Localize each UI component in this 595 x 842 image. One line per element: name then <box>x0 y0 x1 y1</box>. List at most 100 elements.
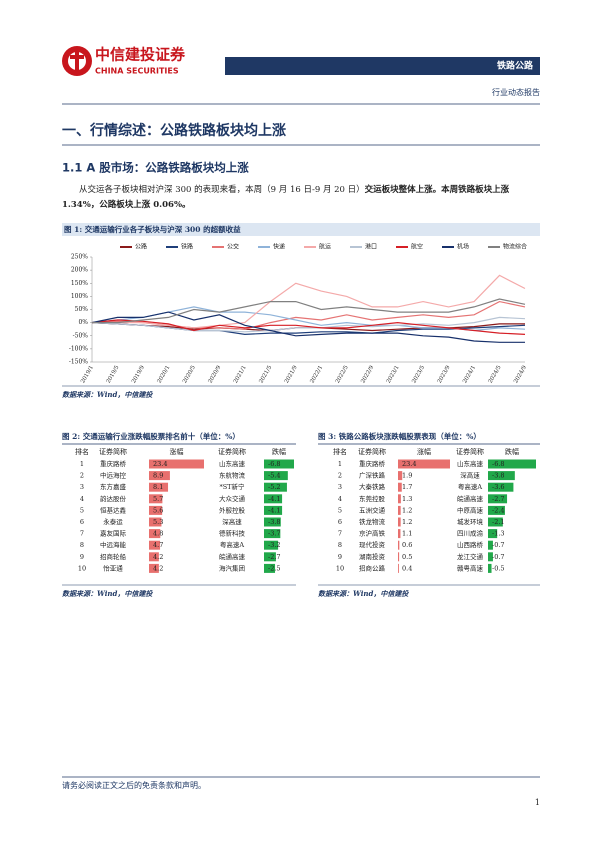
table-header: 证券简称 <box>358 447 386 456</box>
table-cell: -2.5 <box>268 564 281 572</box>
table-cell: 外服控股 <box>219 505 246 514</box>
table-cell: 重庆路桥 <box>359 459 386 468</box>
table-cell: 4 <box>338 495 342 503</box>
table-cell: 0.5 <box>402 553 412 561</box>
y-tick-label: 50% <box>75 306 89 313</box>
legend-label: 公交 <box>227 243 239 251</box>
data-bar <box>264 552 276 562</box>
paragraph-text: 交运板块整体上涨。本周铁路板块上涨 1.34%，公路板块上涨 0.06%。 <box>62 185 510 210</box>
table-cell: 1 <box>338 460 342 468</box>
x-tick-label: 2023/9 <box>437 364 452 384</box>
table-cell: 9 <box>338 553 342 561</box>
table-cell: 龙江交通 <box>457 552 484 561</box>
table-cell: 5 <box>80 506 84 514</box>
table-header: 证券简称 <box>99 447 127 456</box>
x-tick-label: 2019/9 <box>131 364 146 384</box>
table-cell: 山东高速 <box>457 459 484 468</box>
table-cell: 4.2 <box>153 564 163 572</box>
data-bar <box>264 517 281 527</box>
table-cell: 6 <box>80 518 84 526</box>
sector: 铁路公路 <box>497 60 534 72</box>
y-tick-label: 100% <box>71 293 88 300</box>
table-cell: 7 <box>338 530 342 538</box>
table-cell: 2 <box>80 472 84 480</box>
table-cell: 湖南投资 <box>359 552 386 561</box>
y-tick-label: -150% <box>69 359 88 366</box>
data-bar <box>398 517 401 527</box>
table-cell: 广深铁路 <box>359 471 386 480</box>
x-tick-label: 2019/5 <box>106 364 121 384</box>
table-cell: 6 <box>338 518 342 526</box>
table-header: 跌幅 <box>505 447 519 456</box>
series-line <box>91 319 526 335</box>
table-cell: -4.1 <box>268 506 281 514</box>
x-tick-label: 2020/5 <box>182 364 197 384</box>
table-cell: 皖通高速 <box>457 494 484 503</box>
data-bar <box>149 529 161 539</box>
table-cell: 8 <box>80 541 84 549</box>
y-tick-label: -50% <box>73 332 89 339</box>
table-cell: 现代投资 <box>359 540 386 549</box>
table-cell: -2.7 <box>268 553 281 561</box>
data-bar <box>398 552 400 562</box>
logo <box>62 46 92 76</box>
table-cell: 招商公路 <box>359 563 386 572</box>
x-tick-label: 2022/1 <box>309 365 324 385</box>
table-cell: 中远海能 <box>100 540 127 549</box>
table-cell: 5 <box>338 506 342 514</box>
table-cell: 8.9 <box>153 472 163 480</box>
logo-cn: 中信建投证券 <box>95 46 186 64</box>
data-bar <box>149 482 169 492</box>
source: 数据来源：Wind，中信建投 <box>318 589 409 598</box>
table-cell: 1.3 <box>402 495 412 503</box>
legend-label: 铁路 <box>181 243 193 251</box>
table-cell: 5.6 <box>153 506 163 514</box>
data-bar <box>398 482 402 492</box>
y-tick-label: 200% <box>71 267 88 274</box>
table-cell: 1.2 <box>402 506 412 514</box>
table-cell: 5.3 <box>153 518 163 526</box>
table-cell: 0.4 <box>402 564 412 572</box>
table-cell: 1 <box>80 460 84 468</box>
table-cell: 京沪高铁 <box>359 529 386 538</box>
data-bar <box>149 459 204 469</box>
table-cell: 1.1 <box>402 530 412 538</box>
data-bar <box>264 540 279 550</box>
table-cell: 23.4 <box>153 460 167 468</box>
table-cell: 中远海控 <box>100 471 127 480</box>
table-cell: -0.5 <box>492 564 505 572</box>
table-cell: 中原高速 <box>457 505 484 514</box>
x-tick-label: 2024/5 <box>488 364 503 384</box>
header-bar <box>225 57 540 75</box>
x-tick-label: 2023/1 <box>386 365 401 385</box>
table-cell: -0.7 <box>492 553 505 561</box>
section-title: 一、行情综述：公路铁路板块均上涨 <box>62 122 286 139</box>
legend-label: 机场 <box>457 243 469 251</box>
table-cell: 嘉友国际 <box>100 529 127 538</box>
data-bar <box>149 494 163 504</box>
x-tick-label: 2020/1 <box>157 365 172 385</box>
data-bar <box>488 517 503 527</box>
table-cell: 4.7 <box>153 541 163 549</box>
table-cell: -2.7 <box>492 495 505 503</box>
series-line <box>91 316 526 333</box>
data-bar <box>398 563 399 573</box>
paragraph: 从交运各子板块相对沪深 300 的表现来看，本周（9 月 16 日-9 月 20… <box>62 183 542 213</box>
table-cell: 3 <box>80 483 84 491</box>
data-bar <box>488 505 505 515</box>
table-cell: 东方嘉盛 <box>100 482 127 491</box>
table-cell: *ST新宁 <box>219 482 245 491</box>
table-cell: 1.7 <box>402 483 412 491</box>
table-cell: -4.1 <box>268 495 281 503</box>
data-bar <box>398 459 450 469</box>
table-cell: 0.6 <box>402 541 412 549</box>
data-bar <box>149 505 163 515</box>
x-tick-label: 2022/9 <box>360 364 375 384</box>
data-bar <box>264 505 283 515</box>
x-tick-label: 2021/9 <box>284 364 299 384</box>
x-tick-label: 2020/9 <box>208 364 223 384</box>
x-tick-label: 2021/1 <box>233 365 248 385</box>
data-bar <box>398 505 401 515</box>
